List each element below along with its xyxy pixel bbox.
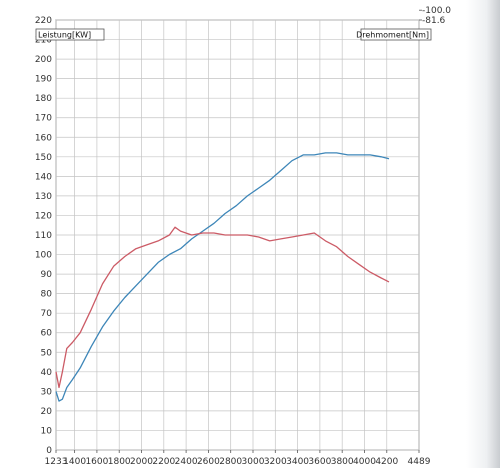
- y-left-tick-label: 130: [35, 192, 52, 202]
- x-tick-label: 1233: [45, 457, 68, 467]
- y-left-tick-label: 200: [35, 55, 52, 65]
- y-left-tick-label: 190: [35, 75, 52, 85]
- page-edge-shadow: [466, 0, 500, 468]
- grid: [55, 19, 420, 451]
- y-left-tick-label: 210: [35, 36, 52, 46]
- right-axis-label-box: Drehmoment[Nm]: [356, 28, 432, 41]
- x-tick-label: 4200: [375, 457, 398, 467]
- x-tick-label: 2800: [219, 457, 242, 467]
- x-tick-label: 1600: [85, 457, 108, 467]
- x-tick-label: 3400: [286, 457, 309, 467]
- power-red-line: [55, 226, 390, 389]
- y-right-tick-label: -100.0: [422, 6, 451, 16]
- y-left-tick-label: 80: [41, 290, 53, 300]
- y-left-tick-label: 90: [41, 270, 53, 280]
- x-tick-label: 3200: [264, 457, 287, 467]
- y-left-tick-label: 170: [35, 114, 52, 124]
- y-left-tick-label: 140: [35, 172, 52, 182]
- y-left-tick-label: 70: [41, 309, 53, 319]
- x-tick-label: 4000: [353, 457, 376, 467]
- x-tick-label: 1400: [63, 457, 86, 467]
- x-tick-label: 2600: [197, 457, 220, 467]
- x-tick-label: 2200: [152, 457, 175, 467]
- y-left-tick-label: 100: [35, 251, 52, 261]
- y-left-tick-label: 110: [35, 231, 52, 241]
- y-left-tick-label: 60: [41, 329, 53, 339]
- y-left-tick-label: 180: [35, 94, 52, 104]
- y-left-tick-label: 0: [46, 446, 52, 456]
- power-blue-line: [55, 152, 390, 402]
- y-left-tick-label: 40: [41, 368, 53, 378]
- x-tick-label: 2400: [175, 457, 198, 467]
- y-left-tick-label: 50: [41, 348, 53, 358]
- y-left-tick-label: 220: [35, 16, 52, 26]
- series-layer: [55, 152, 390, 402]
- x-tick-label: 4489: [408, 457, 431, 467]
- y-right-tick-label: -125.0: [422, 0, 451, 3]
- left-axis-label-box: Leistung[KW]: [35, 28, 105, 41]
- x-tick-label: 2000: [130, 457, 153, 467]
- x-tick-label: 3000: [242, 457, 265, 467]
- y-left-tick-label: 150: [35, 153, 52, 163]
- y-left-tick-label: 30: [41, 387, 53, 397]
- y-right-tick-label: -81.6: [422, 16, 446, 26]
- y-left-tick-label: 20: [41, 407, 53, 417]
- y-left-tick-label: 120: [35, 211, 52, 221]
- right-axis-label: Drehmoment[Nm]: [356, 31, 429, 40]
- left-axis-label: Leistung[KW]: [38, 31, 91, 40]
- x-tick-label: 3600: [308, 457, 331, 467]
- x-tick-label: 3800: [331, 457, 354, 467]
- y-left-tick-label: 160: [35, 133, 52, 143]
- x-tick-label: 1800: [108, 457, 131, 467]
- y-left-tick-label: 10: [41, 426, 53, 436]
